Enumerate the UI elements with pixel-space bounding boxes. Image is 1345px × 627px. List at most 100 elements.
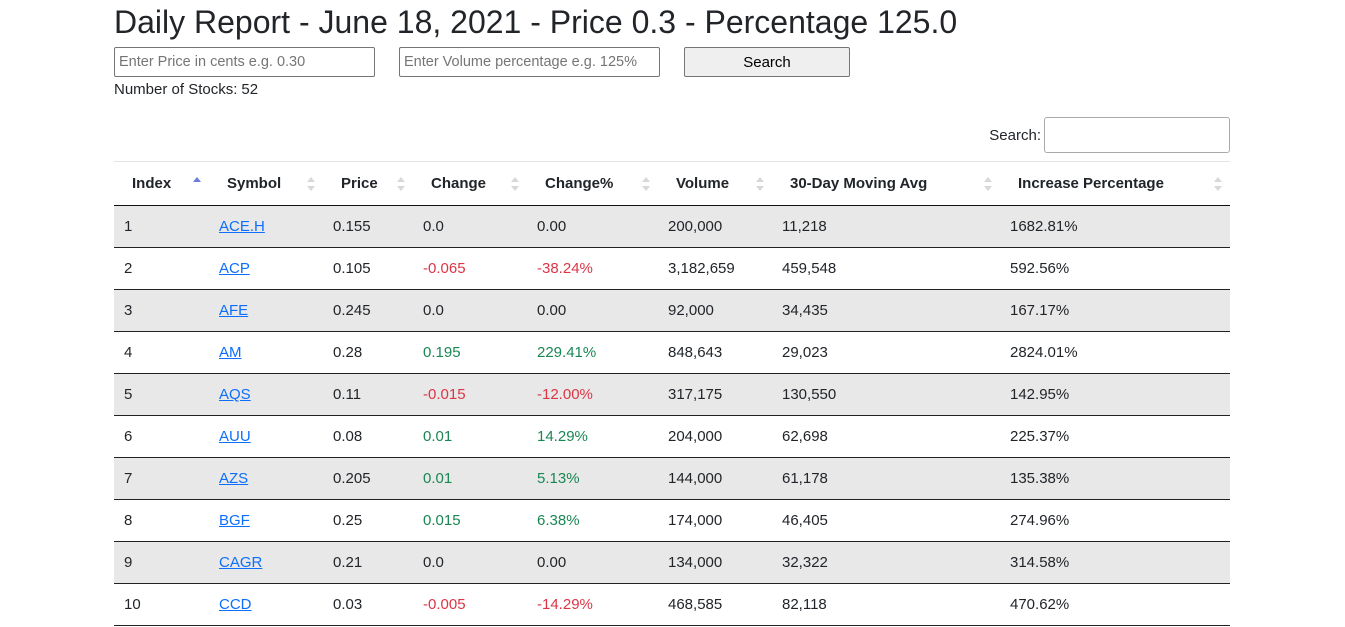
- cell-increase-percentage: 225.37%: [1000, 415, 1230, 458]
- cell-index: 8: [114, 499, 209, 542]
- table-row: 2 ACP 0.105 -0.065 -38.24% 3,182,659 459,548 59…: [114, 247, 1230, 290]
- column-header-label: Change: [431, 175, 487, 192]
- cell-increase-percentage: 2824.01%: [1000, 331, 1230, 374]
- cell-volume: 174,000: [658, 499, 772, 542]
- column-header-label: Volume: [676, 175, 730, 192]
- cell-moving-avg: 29,023: [772, 331, 1000, 374]
- cell-price: 0.11: [323, 373, 413, 416]
- cell-change-percent: 0.00: [527, 205, 658, 248]
- column-header-price[interactable]: Price: [323, 161, 413, 206]
- column-header-change-percent[interactable]: Change%: [527, 161, 658, 206]
- cell-moving-avg: 32,322: [772, 541, 1000, 584]
- symbol-link[interactable]: CCD: [219, 596, 252, 613]
- cell-index: 10: [114, 583, 209, 626]
- column-header-volume[interactable]: Volume: [658, 161, 772, 206]
- symbol-link[interactable]: BGF: [219, 512, 250, 529]
- cell-price: 0.21: [323, 541, 413, 584]
- sort-ascending-icon: [193, 176, 201, 192]
- cell-index: 4: [114, 331, 209, 374]
- stock-count-value: 52: [241, 81, 259, 98]
- cell-volume: 200,000: [658, 205, 772, 248]
- cell-increase-percentage: 274.96%: [1000, 499, 1230, 542]
- cell-increase-percentage: 1682.81%: [1000, 205, 1230, 248]
- cell-index: 5: [114, 373, 209, 416]
- cell-index: 2: [114, 247, 209, 290]
- volume-percentage-input[interactable]: [399, 47, 660, 77]
- column-header-symbol[interactable]: Symbol: [209, 161, 323, 206]
- cell-volume: 134,000: [658, 541, 772, 584]
- cell-volume: 144,000: [658, 457, 772, 500]
- cell-symbol: AUU: [209, 415, 323, 458]
- cell-moving-avg: 130,550: [772, 373, 1000, 416]
- cell-change-percent: 229.41%: [527, 331, 658, 374]
- symbol-link[interactable]: ACE.H: [219, 218, 265, 235]
- cell-volume: 92,000: [658, 289, 772, 332]
- symbol-link[interactable]: AFE: [219, 302, 249, 319]
- cell-symbol: AQS: [209, 373, 323, 416]
- sort-icon: [511, 176, 519, 192]
- stock-count-label: Number of Stocks:: [114, 81, 238, 98]
- table-row: 9 CAGR 0.21 0.0 0.00 134,000 32,322 314.58%: [114, 541, 1230, 584]
- cell-moving-avg: 62,698: [772, 415, 1000, 458]
- cell-index: 3: [114, 289, 209, 332]
- cell-change: -0.065: [413, 247, 527, 290]
- cell-change-percent: -14.29%: [527, 583, 658, 626]
- cell-symbol: CAGR: [209, 541, 323, 584]
- cell-index: 9: [114, 541, 209, 584]
- table-search-input[interactable]: [1044, 117, 1230, 153]
- cell-change: 0.015: [413, 499, 527, 542]
- symbol-link[interactable]: CAGR: [219, 554, 263, 571]
- table-row: 7 AZS 0.205 0.01 5.13% 144,000 61,178 135.38%: [114, 457, 1230, 500]
- table-search: Search:: [989, 117, 1230, 153]
- cell-price: 0.205: [323, 457, 413, 500]
- cell-volume: 317,175: [658, 373, 772, 416]
- cell-moving-avg: 34,435: [772, 289, 1000, 332]
- cell-price: 0.25: [323, 499, 413, 542]
- cell-volume: 3,182,659: [658, 247, 772, 290]
- cell-index: 6: [114, 415, 209, 458]
- cell-change-percent: 14.29%: [527, 415, 658, 458]
- cell-symbol: BGF: [209, 499, 323, 542]
- column-header-label: 30-Day Moving Avg: [790, 175, 928, 192]
- symbol-link[interactable]: ACP: [219, 260, 250, 277]
- sort-icon: [756, 176, 764, 192]
- table-row: 3 AFE 0.245 0.0 0.00 92,000 34,435 167.17%: [114, 289, 1230, 332]
- cell-change: -0.015: [413, 373, 527, 416]
- cell-increase-percentage: 592.56%: [1000, 247, 1230, 290]
- sort-icon: [642, 176, 650, 192]
- cell-increase-percentage: 314.58%: [1000, 541, 1230, 584]
- symbol-link[interactable]: AQS: [219, 386, 251, 403]
- sort-icon: [984, 176, 992, 192]
- column-header-increase-percentage[interactable]: Increase Percentage: [1000, 161, 1230, 206]
- column-header-change[interactable]: Change: [413, 161, 527, 206]
- cell-symbol: AFE: [209, 289, 323, 332]
- column-header-label: Price: [341, 175, 378, 192]
- sort-icon: [397, 176, 405, 192]
- cell-moving-avg: 11,218: [772, 205, 1000, 248]
- column-header-label: Index: [132, 175, 172, 192]
- table-row: 8 BGF 0.25 0.015 6.38% 174,000 46,405 274.96%: [114, 499, 1230, 542]
- search-button[interactable]: Search: [684, 47, 850, 77]
- cell-symbol: CCD: [209, 583, 323, 626]
- column-header-label: Symbol: [227, 175, 282, 192]
- price-input[interactable]: [114, 47, 375, 77]
- table-body: 1 ACE.H 0.155 0.0 0.00 200,000 11,218 1682.81% 2…: [114, 205, 1230, 626]
- cell-change: 0.0: [413, 541, 527, 584]
- column-header-label: Change%: [545, 175, 614, 192]
- table-row: 1 ACE.H 0.155 0.0 0.00 200,000 11,218 1682.81%: [114, 205, 1230, 248]
- stock-count: Number of Stocks: 52: [114, 80, 258, 100]
- symbol-link[interactable]: AUU: [219, 428, 251, 445]
- cell-moving-avg: 61,178: [772, 457, 1000, 500]
- cell-price: 0.105: [323, 247, 413, 290]
- cell-increase-percentage: 142.95%: [1000, 373, 1230, 416]
- cell-change: 0.01: [413, 415, 527, 458]
- cell-increase-percentage: 167.17%: [1000, 289, 1230, 332]
- symbol-link[interactable]: AM: [219, 344, 242, 361]
- cell-increase-percentage: 470.62%: [1000, 583, 1230, 626]
- symbol-link[interactable]: AZS: [219, 470, 249, 487]
- cell-change: -0.005: [413, 583, 527, 626]
- column-header-index[interactable]: Index: [114, 161, 209, 206]
- table-row: 5 AQS 0.11 -0.015 -12.00% 317,175 130,550 142.9…: [114, 373, 1230, 416]
- cell-price: 0.08: [323, 415, 413, 458]
- column-header-moving-avg[interactable]: 30-Day Moving Avg: [772, 161, 1000, 206]
